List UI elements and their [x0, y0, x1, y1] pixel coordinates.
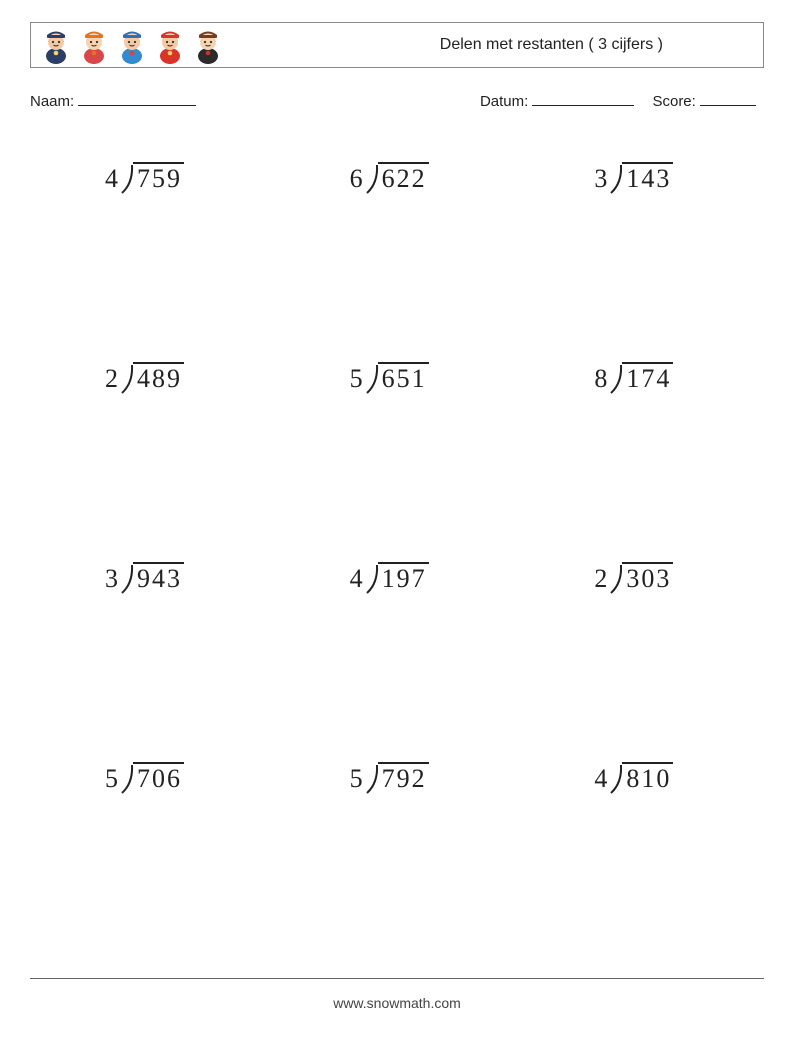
problems-grid: 4759 6622 3143 2489 5651 8174 3943 4197 2303 5706… [30, 158, 764, 958]
division-problem: 4197 [350, 562, 429, 592]
problem-cell: 3143 [519, 158, 764, 358]
division-problem: 8174 [594, 362, 673, 392]
meta-row: Naam: Datum: Score: [30, 90, 764, 110]
division-problem: 3143 [594, 162, 673, 192]
dividend: 810 [622, 762, 673, 792]
division-problem: 4759 [105, 162, 184, 192]
header-icons-row [41, 26, 223, 64]
dividend: 174 [622, 362, 673, 392]
dividend: 197 [378, 562, 429, 592]
problem-cell: 2303 [519, 558, 764, 758]
problem-cell: 4759 [30, 158, 275, 358]
problem-cell: 2489 [30, 358, 275, 558]
dividend: 943 [133, 562, 184, 592]
dividend: 759 [133, 162, 184, 192]
problem-cell: 5792 [275, 758, 520, 958]
problem-cell: 5651 [275, 358, 520, 558]
problem-cell: 8174 [519, 358, 764, 558]
dividend: 303 [622, 562, 673, 592]
score-blank-line[interactable] [700, 90, 756, 106]
firefighter-icon [155, 26, 185, 64]
footer-url: www.snowmath.com [0, 995, 794, 1011]
name-label: Naam: [30, 93, 74, 110]
division-problem: 2303 [594, 562, 673, 592]
police-officer-icon [41, 26, 71, 64]
division-problem: 5706 [105, 762, 184, 792]
dividend: 489 [133, 362, 184, 392]
worksheet-title: Delen met restanten ( 3 cijfers ) [440, 36, 663, 54]
date-label: Datum: [480, 93, 528, 110]
problem-cell: 5706 [30, 758, 275, 958]
footer-rule [30, 978, 764, 979]
division-problem: 4810 [594, 762, 673, 792]
dividend: 792 [378, 762, 429, 792]
division-problem: 3943 [105, 562, 184, 592]
waiter-bowtie-icon [193, 26, 223, 64]
dividend: 651 [378, 362, 429, 392]
dividend: 706 [133, 762, 184, 792]
date-blank-line[interactable] [532, 90, 634, 106]
division-problem: 5792 [350, 762, 429, 792]
division-problem: 5651 [350, 362, 429, 392]
dividend: 143 [622, 162, 673, 192]
name-blank-line[interactable] [78, 90, 196, 106]
dividend: 622 [378, 162, 429, 192]
header-box: Delen met restanten ( 3 cijfers ) [30, 22, 764, 68]
division-problem: 2489 [105, 362, 184, 392]
problem-cell: 3943 [30, 558, 275, 758]
problem-cell: 6622 [275, 158, 520, 358]
division-problem: 6622 [350, 162, 429, 192]
problem-cell: 4197 [275, 558, 520, 758]
girl-orange-hair-icon [79, 26, 109, 64]
problem-cell: 4810 [519, 758, 764, 958]
score-label: Score: [652, 93, 695, 110]
boy-blue-cap-icon [117, 26, 147, 64]
